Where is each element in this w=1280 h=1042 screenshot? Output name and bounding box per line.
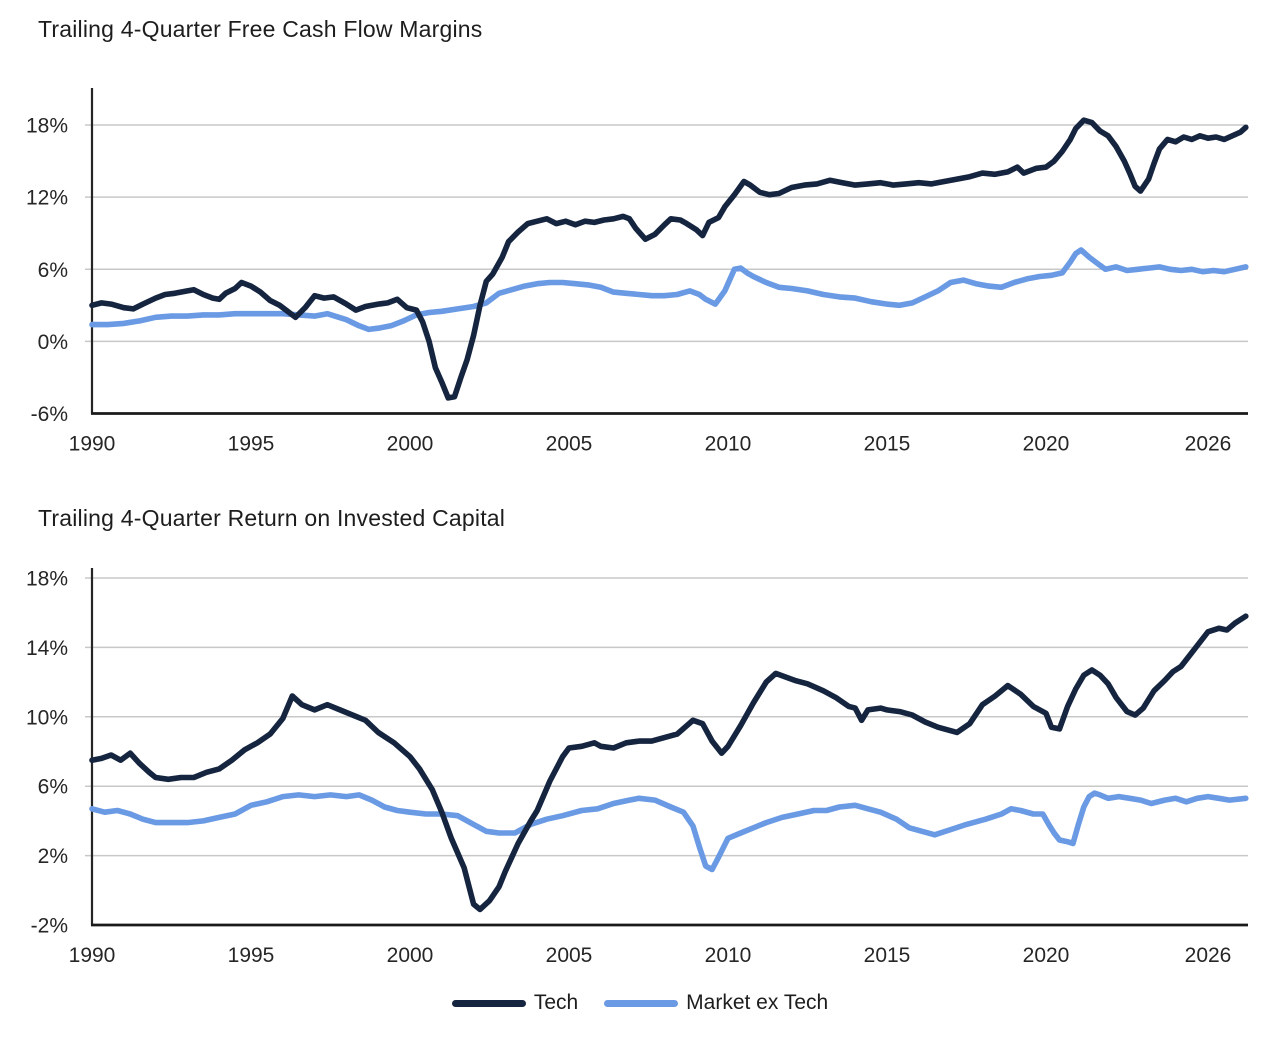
fcf-margins-x-tick-label: 2015 [864, 433, 911, 456]
fcf-margins-y-tick-label: 18% [26, 115, 68, 138]
fcf-margins-x-tick-label: 2026 [1185, 433, 1232, 456]
fcf-chart-title: Trailing 4-Quarter Free Cash Flow Margin… [38, 16, 483, 42]
legend-label-tech: Tech [533, 991, 579, 1014]
roic-y-tick-label: -2% [31, 915, 68, 938]
roic-plot: 18% 14% 10% 6% 2% -2%1990 1995 2000 2005 2010 2015… [26, 568, 1249, 967]
tech-line [89, 117, 1249, 401]
roic-y-tick-label: 14% [26, 637, 68, 660]
fcf-margins-plot: 18% 12% 6% 0% -6%1990 1995 2000 2005 2010 2015 202… [26, 88, 1249, 456]
roic-x-tick-label: 2010 [705, 944, 752, 967]
roic-x-tick-label: 2015 [864, 944, 911, 967]
fcf-margins-x-tick-label: 2020 [1023, 433, 1070, 456]
tech-line [89, 613, 1249, 913]
roic-x-tick-label: 2005 [546, 944, 593, 967]
roic-x-tick-label: 2000 [387, 944, 434, 967]
legend-item-market-ex-tech: Market ex Tech [604, 991, 828, 1015]
chart-legend: Tech Market ex Tech [0, 986, 1280, 1020]
fcf-margins-x-tick-label: 1995 [228, 433, 275, 456]
roic-y-tick-label: 18% [26, 568, 68, 591]
market-ex-tech-line [89, 247, 1249, 333]
fcf-margins-x-tick-label: 2000 [387, 433, 434, 456]
roic-chart-title: Trailing 4-Quarter Return on Invested Ca… [38, 505, 506, 531]
roic-x-tick-label: 1995 [228, 944, 275, 967]
roic-x-tick-label: 2020 [1023, 944, 1070, 967]
fcf-margins-x-tick-label: 1990 [69, 433, 116, 456]
fcf-margins-x-tick-label: 2010 [705, 433, 752, 456]
roic-y-tick-label: 10% [26, 706, 68, 729]
legend-label-market-ex-tech: Market ex Tech [686, 991, 829, 1014]
tech-line-swatch [451, 999, 526, 1007]
fcf-margins-y-tick-label: 0% [38, 331, 68, 354]
fcf-margins-y-tick-label: 12% [26, 187, 68, 210]
roic-y-tick-label: 2% [38, 845, 68, 868]
roic-x-tick-label: 2026 [1185, 944, 1232, 967]
fcf-margins-x-tick-label: 2005 [546, 433, 593, 456]
fcf-margins-y-tick-label: -6% [31, 403, 68, 426]
legend-item-tech: Tech [451, 991, 579, 1015]
roic-x-tick-label: 1990 [69, 944, 116, 967]
fcf-margins-y-tick-label: 6% [38, 259, 68, 282]
market-ex-tech-line-swatch [604, 999, 679, 1007]
roic-y-tick-label: 6% [38, 776, 68, 799]
market-ex-tech-line [89, 790, 1249, 873]
